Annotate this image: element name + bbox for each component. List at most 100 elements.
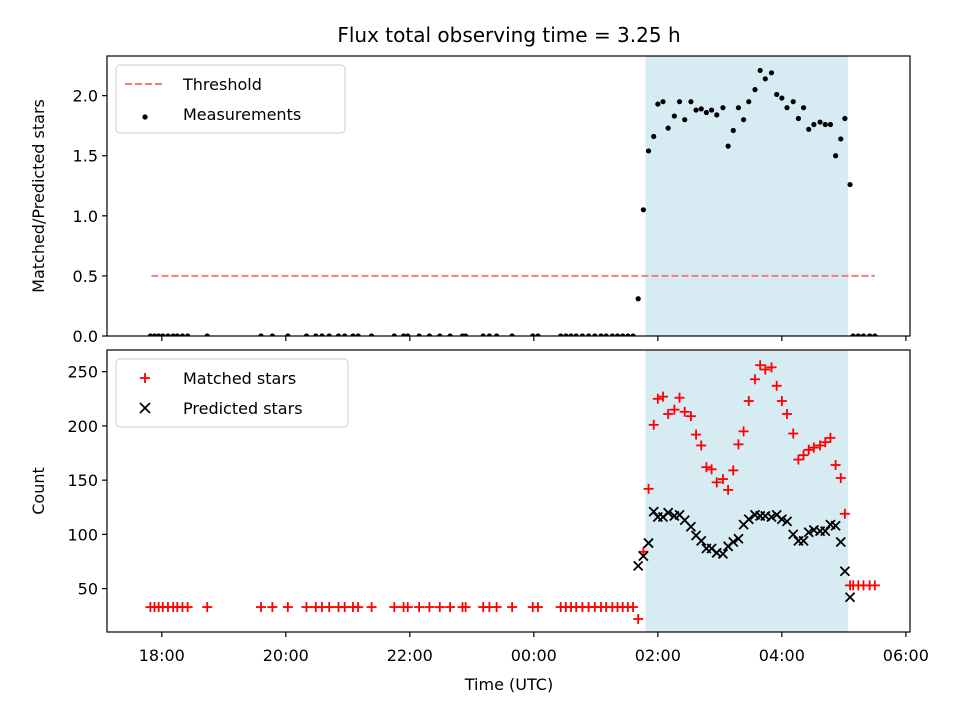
- data-point: [655, 101, 661, 107]
- data-point: [867, 333, 873, 336]
- data-point: [660, 99, 666, 105]
- series-predicted-stars: [633, 506, 856, 603]
- legend-matched-swatch: [140, 373, 150, 383]
- data-point: [838, 136, 844, 142]
- data-point: [267, 602, 278, 613]
- data-point: [738, 426, 749, 437]
- observing-window-span: [645, 56, 848, 336]
- data-point: [793, 454, 804, 465]
- data-point: [803, 527, 814, 538]
- data-point: [480, 333, 486, 336]
- plot-area: [147, 56, 878, 336]
- data-point: [535, 333, 541, 336]
- y-tick-label: 250: [67, 363, 98, 382]
- data-point: [733, 533, 744, 544]
- data-point: [651, 133, 657, 140]
- data-point: [795, 115, 801, 122]
- data-point: [170, 333, 176, 336]
- data-point: [730, 127, 736, 134]
- data-point: [706, 464, 717, 475]
- data-point: [353, 602, 364, 613]
- data-point: [160, 333, 166, 336]
- data-point: [204, 333, 210, 336]
- y-tick-label: 0.0: [73, 327, 98, 346]
- data-point: [671, 113, 677, 119]
- data-point: [822, 121, 828, 128]
- data-point: [774, 91, 780, 98]
- data-point: [825, 432, 836, 443]
- data-point: [788, 529, 799, 540]
- data-point: [463, 333, 469, 336]
- observing-window-span: [645, 350, 848, 632]
- data-point: [676, 99, 683, 105]
- data-point: [507, 602, 518, 613]
- data-point: [685, 521, 697, 532]
- data-point: [691, 429, 702, 440]
- data-point: [698, 106, 704, 112]
- data-point: [156, 333, 162, 336]
- data-point: [643, 537, 654, 549]
- data-point: [776, 514, 787, 525]
- data-point: [402, 602, 413, 613]
- y-tick-label: 0.5: [73, 267, 98, 286]
- axes-frame: [106, 349, 911, 633]
- data-point: [509, 333, 515, 336]
- legend: Matched stars Predicted stars: [115, 358, 349, 428]
- x-tick-label: 04:00: [759, 646, 805, 665]
- data-point: [723, 484, 734, 495]
- x-axis-label: Time (UTC): [464, 675, 553, 694]
- legend-predicted-swatch: [139, 402, 151, 414]
- data-point: [313, 333, 319, 336]
- data-point: [532, 602, 543, 613]
- series-matched-stars: [145, 360, 880, 624]
- data-point: [850, 333, 856, 336]
- data-point: [645, 148, 652, 154]
- data-point: [389, 602, 400, 613]
- data-point: [752, 87, 758, 93]
- data-point: [717, 474, 728, 485]
- data-point: [633, 560, 644, 571]
- data-point: [603, 333, 609, 336]
- data-point: [573, 333, 579, 336]
- y-tick-label: 2.0: [73, 87, 98, 106]
- data-point: [768, 70, 775, 76]
- figure-title: Flux total observing time = 3.25 h: [337, 23, 680, 47]
- data-point: [648, 419, 659, 430]
- data-point: [808, 442, 819, 453]
- data-point: [319, 333, 325, 336]
- data-point: [781, 516, 793, 527]
- legend-box: [115, 358, 349, 428]
- data-point: [830, 459, 841, 470]
- data-point: [663, 408, 674, 419]
- data-point: [725, 143, 731, 149]
- data-point: [633, 613, 644, 624]
- data-point: [628, 602, 639, 613]
- data-point: [798, 535, 809, 547]
- data-point: [652, 393, 663, 404]
- y-tick-label: 50: [78, 580, 98, 599]
- data-point: [282, 602, 293, 613]
- data-point: [447, 333, 453, 336]
- data-point: [663, 507, 674, 518]
- legend-label: Measurements: [183, 105, 301, 124]
- data-point: [303, 333, 310, 336]
- data-point: [614, 333, 621, 336]
- data-point: [285, 333, 291, 336]
- data-point: [592, 333, 598, 336]
- data-point: [563, 333, 569, 336]
- data-point: [324, 602, 335, 613]
- data-point: [827, 121, 834, 128]
- data-point: [424, 602, 435, 613]
- x-tick-label: 02:00: [635, 646, 681, 665]
- data-point: [842, 115, 848, 122]
- data-point: [665, 125, 671, 131]
- data-point: [366, 602, 377, 613]
- data-point: [494, 333, 500, 336]
- x-tick-label: 00:00: [511, 646, 557, 665]
- data-point: [696, 440, 707, 451]
- data-point: [720, 105, 726, 111]
- data-point: [743, 514, 754, 525]
- data-point: [820, 525, 831, 537]
- data-point: [779, 95, 785, 101]
- data-point: [401, 333, 407, 336]
